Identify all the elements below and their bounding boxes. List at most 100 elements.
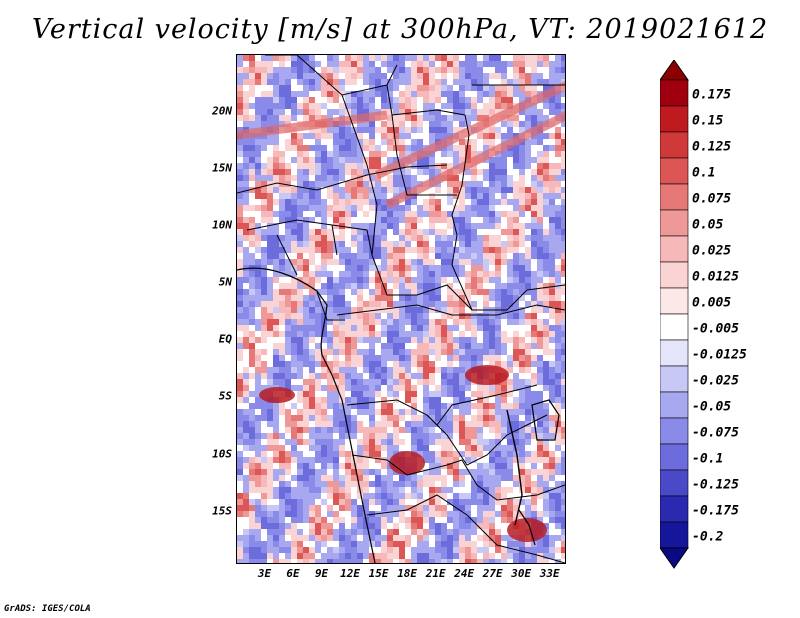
field-cell bbox=[309, 457, 315, 463]
field-cell bbox=[279, 85, 285, 91]
field-cell bbox=[417, 403, 423, 409]
field-cell bbox=[555, 475, 561, 481]
field-cell bbox=[297, 463, 303, 469]
field-cell bbox=[561, 511, 565, 517]
field-cell bbox=[351, 181, 357, 187]
field-cell bbox=[495, 127, 501, 133]
field-cell bbox=[453, 145, 459, 151]
field-cell bbox=[297, 391, 303, 397]
field-cell bbox=[261, 163, 267, 169]
field-cell bbox=[369, 475, 375, 481]
field-cell bbox=[465, 313, 471, 319]
field-cell bbox=[393, 301, 399, 307]
field-cell bbox=[345, 313, 351, 319]
field-cell bbox=[423, 523, 429, 529]
field-cell bbox=[255, 253, 261, 259]
field-cell bbox=[273, 91, 279, 97]
field-cell bbox=[237, 301, 243, 307]
field-cell bbox=[441, 73, 447, 79]
field-cell bbox=[555, 205, 561, 211]
field-cell bbox=[489, 259, 495, 265]
field-cell bbox=[471, 445, 477, 451]
field-cell bbox=[519, 541, 525, 547]
field-cell bbox=[513, 121, 519, 127]
field-cell bbox=[387, 535, 393, 541]
field-cell bbox=[387, 277, 393, 283]
field-cell bbox=[513, 271, 519, 277]
field-cell bbox=[255, 541, 261, 547]
field-cell bbox=[285, 187, 291, 193]
field-cell bbox=[507, 481, 513, 487]
field-cell bbox=[381, 367, 387, 373]
field-cell bbox=[291, 481, 297, 487]
field-cell bbox=[519, 463, 525, 469]
field-cell bbox=[279, 115, 285, 121]
field-cell bbox=[453, 559, 459, 563]
field-cell bbox=[297, 505, 303, 511]
field-cell bbox=[387, 217, 393, 223]
field-cell bbox=[357, 343, 363, 349]
field-cell bbox=[549, 175, 555, 181]
field-cell bbox=[471, 133, 477, 139]
field-cell bbox=[279, 319, 285, 325]
field-cell bbox=[447, 301, 453, 307]
field-cell bbox=[363, 265, 369, 271]
field-cell bbox=[447, 493, 453, 499]
field-cell bbox=[297, 553, 303, 559]
field-cell bbox=[243, 361, 249, 367]
field-cell bbox=[417, 361, 423, 367]
field-cell bbox=[531, 103, 537, 109]
field-cell bbox=[291, 277, 297, 283]
field-cell bbox=[381, 253, 387, 259]
field-cell bbox=[381, 217, 387, 223]
field-cell bbox=[291, 505, 297, 511]
field-cell bbox=[327, 451, 333, 457]
field-cell bbox=[489, 463, 495, 469]
field-cell bbox=[549, 151, 555, 157]
field-cell bbox=[285, 205, 291, 211]
field-cell bbox=[489, 289, 495, 295]
field-cell bbox=[285, 61, 291, 67]
field-cell bbox=[555, 55, 561, 61]
field-cell bbox=[375, 211, 381, 217]
field-cell bbox=[513, 61, 519, 67]
field-cell bbox=[261, 187, 267, 193]
field-cell bbox=[321, 367, 327, 373]
field-cell bbox=[291, 79, 297, 85]
field-cell bbox=[459, 331, 465, 337]
field-cell bbox=[303, 247, 309, 253]
field-cell bbox=[525, 397, 531, 403]
field-cell bbox=[375, 217, 381, 223]
field-cell bbox=[291, 139, 297, 145]
field-cell bbox=[357, 433, 363, 439]
field-cell bbox=[393, 439, 399, 445]
field-cell bbox=[375, 187, 381, 193]
field-cell bbox=[261, 109, 267, 115]
field-cell bbox=[255, 307, 261, 313]
field-cell bbox=[309, 115, 315, 121]
field-cell bbox=[363, 259, 369, 265]
field-cell bbox=[369, 349, 375, 355]
field-cell bbox=[357, 199, 363, 205]
field-cell bbox=[435, 511, 441, 517]
field-cell bbox=[291, 61, 297, 67]
field-cell bbox=[279, 559, 285, 563]
field-cell bbox=[441, 325, 447, 331]
field-cell bbox=[375, 103, 381, 109]
field-cell bbox=[549, 337, 555, 343]
field-cell bbox=[279, 325, 285, 331]
field-cell bbox=[267, 379, 273, 385]
field-cell bbox=[543, 385, 549, 391]
field-cell bbox=[369, 481, 375, 487]
field-cell bbox=[423, 61, 429, 67]
field-cell bbox=[489, 301, 495, 307]
field-cell bbox=[495, 247, 501, 253]
field-cell bbox=[249, 397, 255, 403]
field-cell bbox=[339, 133, 345, 139]
field-cell bbox=[417, 313, 423, 319]
field-cell bbox=[495, 217, 501, 223]
field-cell bbox=[519, 187, 525, 193]
field-cell bbox=[471, 73, 477, 79]
field-cell bbox=[399, 73, 405, 79]
field-cell bbox=[405, 271, 411, 277]
